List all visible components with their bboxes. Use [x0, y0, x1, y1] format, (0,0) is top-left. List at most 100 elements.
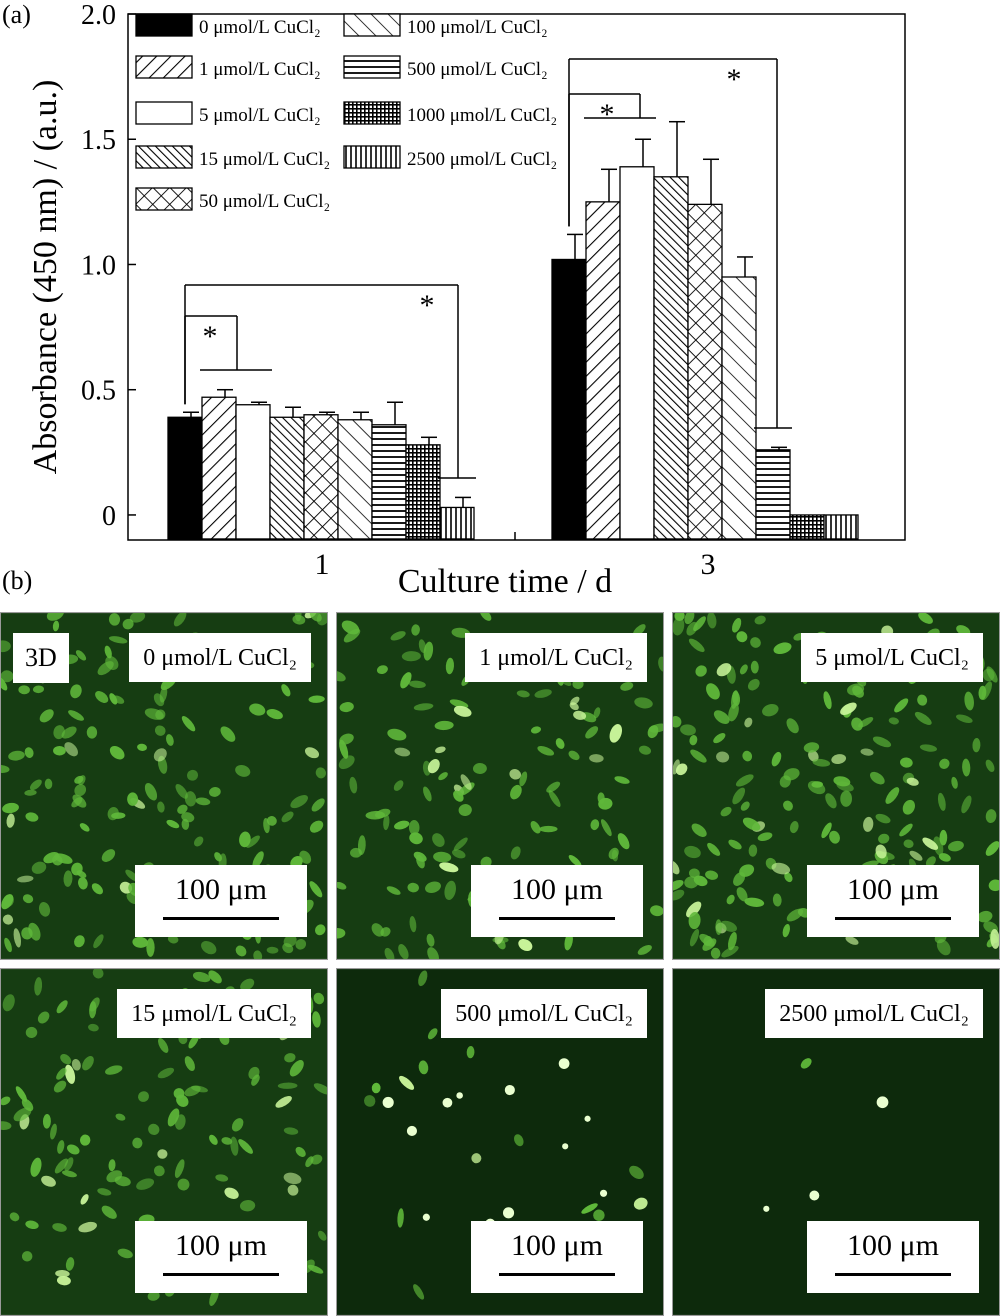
fluorescent-cell	[418, 970, 428, 987]
fluorescent-cell	[684, 613, 695, 625]
legend-swatch	[343, 13, 401, 37]
scale-bar-box: 100 μm	[135, 865, 307, 937]
y-tick-label: 0.5	[81, 376, 116, 407]
fluorescent-cell	[132, 936, 149, 948]
fluorescent-cell	[384, 947, 395, 959]
fluorescent-cell	[167, 1108, 180, 1127]
fluorescent-cell	[409, 832, 423, 845]
fluorescent-cell	[349, 776, 358, 794]
legend-label: 500 μmol/L CuCl₂	[407, 59, 548, 80]
fluorescent-cell	[705, 870, 719, 880]
scale-bar	[835, 917, 951, 920]
fluorescent-cell	[127, 792, 139, 806]
fluorescent-cell	[80, 1134, 91, 1146]
fluorescent-cell	[383, 814, 390, 831]
fluorescent-cell	[581, 1203, 598, 1214]
fluorescent-cell	[413, 1284, 425, 1300]
fluorescent-cell	[18, 685, 30, 695]
fluorescent-cell	[357, 835, 366, 855]
micrograph-5: 2500 μmol/L CuCl₂ 100 μm	[672, 968, 1000, 1316]
fluorescent-cell	[78, 877, 88, 890]
fluorescent-cell	[961, 795, 972, 814]
fluorescent-cell	[239, 831, 251, 848]
fluorescent-cell	[888, 717, 899, 725]
fluorescent-cell	[46, 613, 65, 621]
fluorescent-cell	[93, 934, 104, 949]
fluorescent-cell	[54, 1158, 69, 1174]
fluorescent-cell	[74, 775, 84, 784]
fluorescent-cell	[64, 1157, 74, 1172]
fluorescent-cell	[573, 710, 587, 720]
fluorescent-cell	[184, 791, 197, 807]
fluorescent-cell	[972, 738, 981, 753]
fluorescent-cell	[22, 894, 34, 904]
fluorescent-cell	[393, 780, 404, 791]
bar	[201, 396, 237, 540]
fluorescent-cell	[39, 709, 54, 723]
fluorescent-cell	[339, 739, 349, 759]
fluorescent-cell	[833, 776, 851, 787]
legend-label: 50 μmol/L CuCl₂	[199, 191, 330, 212]
fluorescent-cell	[534, 689, 552, 698]
legend-label: 1000 μmol/L CuCl₂	[407, 105, 557, 126]
fluorescent-cell	[423, 786, 432, 802]
fluorescent-cell	[65, 1257, 75, 1271]
fluorescent-cell	[762, 704, 779, 717]
legend-swatch	[135, 55, 193, 79]
fluorescent-cell	[773, 642, 792, 655]
bar	[551, 258, 587, 540]
fluorescent-cell	[177, 1178, 190, 1191]
fluorescent-cell	[821, 822, 832, 839]
fluorescent-cell	[153, 693, 165, 707]
fluorescent-cell	[629, 1165, 644, 1180]
fluorescent-cell	[70, 684, 82, 699]
fluorescent-cell	[290, 795, 308, 809]
fluorescent-cell	[42, 1113, 51, 1129]
fluorescent-cell	[439, 862, 459, 873]
bright-cell	[876, 1096, 889, 1109]
fluorescent-cell	[177, 804, 188, 814]
fluorescent-cell	[408, 819, 420, 836]
fluorescent-cell	[784, 872, 793, 883]
fluorescent-cell	[747, 678, 760, 691]
fluorescent-cell	[282, 943, 294, 954]
legend-swatch	[343, 101, 401, 125]
fluorescent-cell	[750, 637, 761, 648]
fluorescent-cell	[266, 709, 283, 720]
micrograph-0: 3D 0 μmol/L CuCl₂ 100 μm	[0, 612, 328, 960]
fluorescent-cell	[684, 845, 701, 859]
fluorescent-cell	[371, 1082, 381, 1094]
fluorescent-cell	[305, 1156, 314, 1168]
bright-cell	[442, 1097, 453, 1108]
fluorescent-cell	[458, 804, 472, 817]
fluorescent-cell	[299, 850, 312, 864]
bar	[755, 449, 791, 540]
fluorescent-cell	[191, 1085, 208, 1093]
fluorescent-cell	[295, 939, 307, 950]
fluorescent-cell	[716, 663, 732, 677]
y-axis-title: Absorbance (450 nm) / (a.u.)	[27, 80, 64, 475]
fluorescent-cell	[748, 844, 758, 857]
panel-b-label: (b)	[2, 566, 33, 595]
fluorescent-cell	[184, 1056, 195, 1072]
y-tick-label: 2.0	[81, 0, 116, 31]
scale-bar	[163, 1273, 279, 1276]
concentration-label: 0 μmol/L CuCl₂	[129, 633, 311, 682]
bar	[235, 404, 271, 540]
fluorescent-cell	[167, 935, 179, 944]
fluorescent-cell	[78, 1221, 97, 1233]
fluorescent-cell	[650, 905, 663, 917]
fluorescent-cell	[6, 813, 15, 828]
fluorescent-cell	[754, 615, 766, 625]
fluorescent-cell	[609, 724, 622, 743]
fluorescent-cell	[509, 769, 521, 780]
fluorescent-cell	[53, 745, 66, 756]
fluorescent-cell	[52, 855, 63, 866]
scale-bar-box: 100 μm	[135, 1221, 307, 1293]
fluorescent-cell	[693, 616, 706, 632]
fluorescent-cell	[715, 919, 722, 935]
fluorescent-cell	[208, 970, 222, 984]
fluorescent-cell	[8, 750, 25, 761]
fluorescent-cell	[64, 742, 78, 757]
fluorescent-cell	[17, 875, 34, 883]
